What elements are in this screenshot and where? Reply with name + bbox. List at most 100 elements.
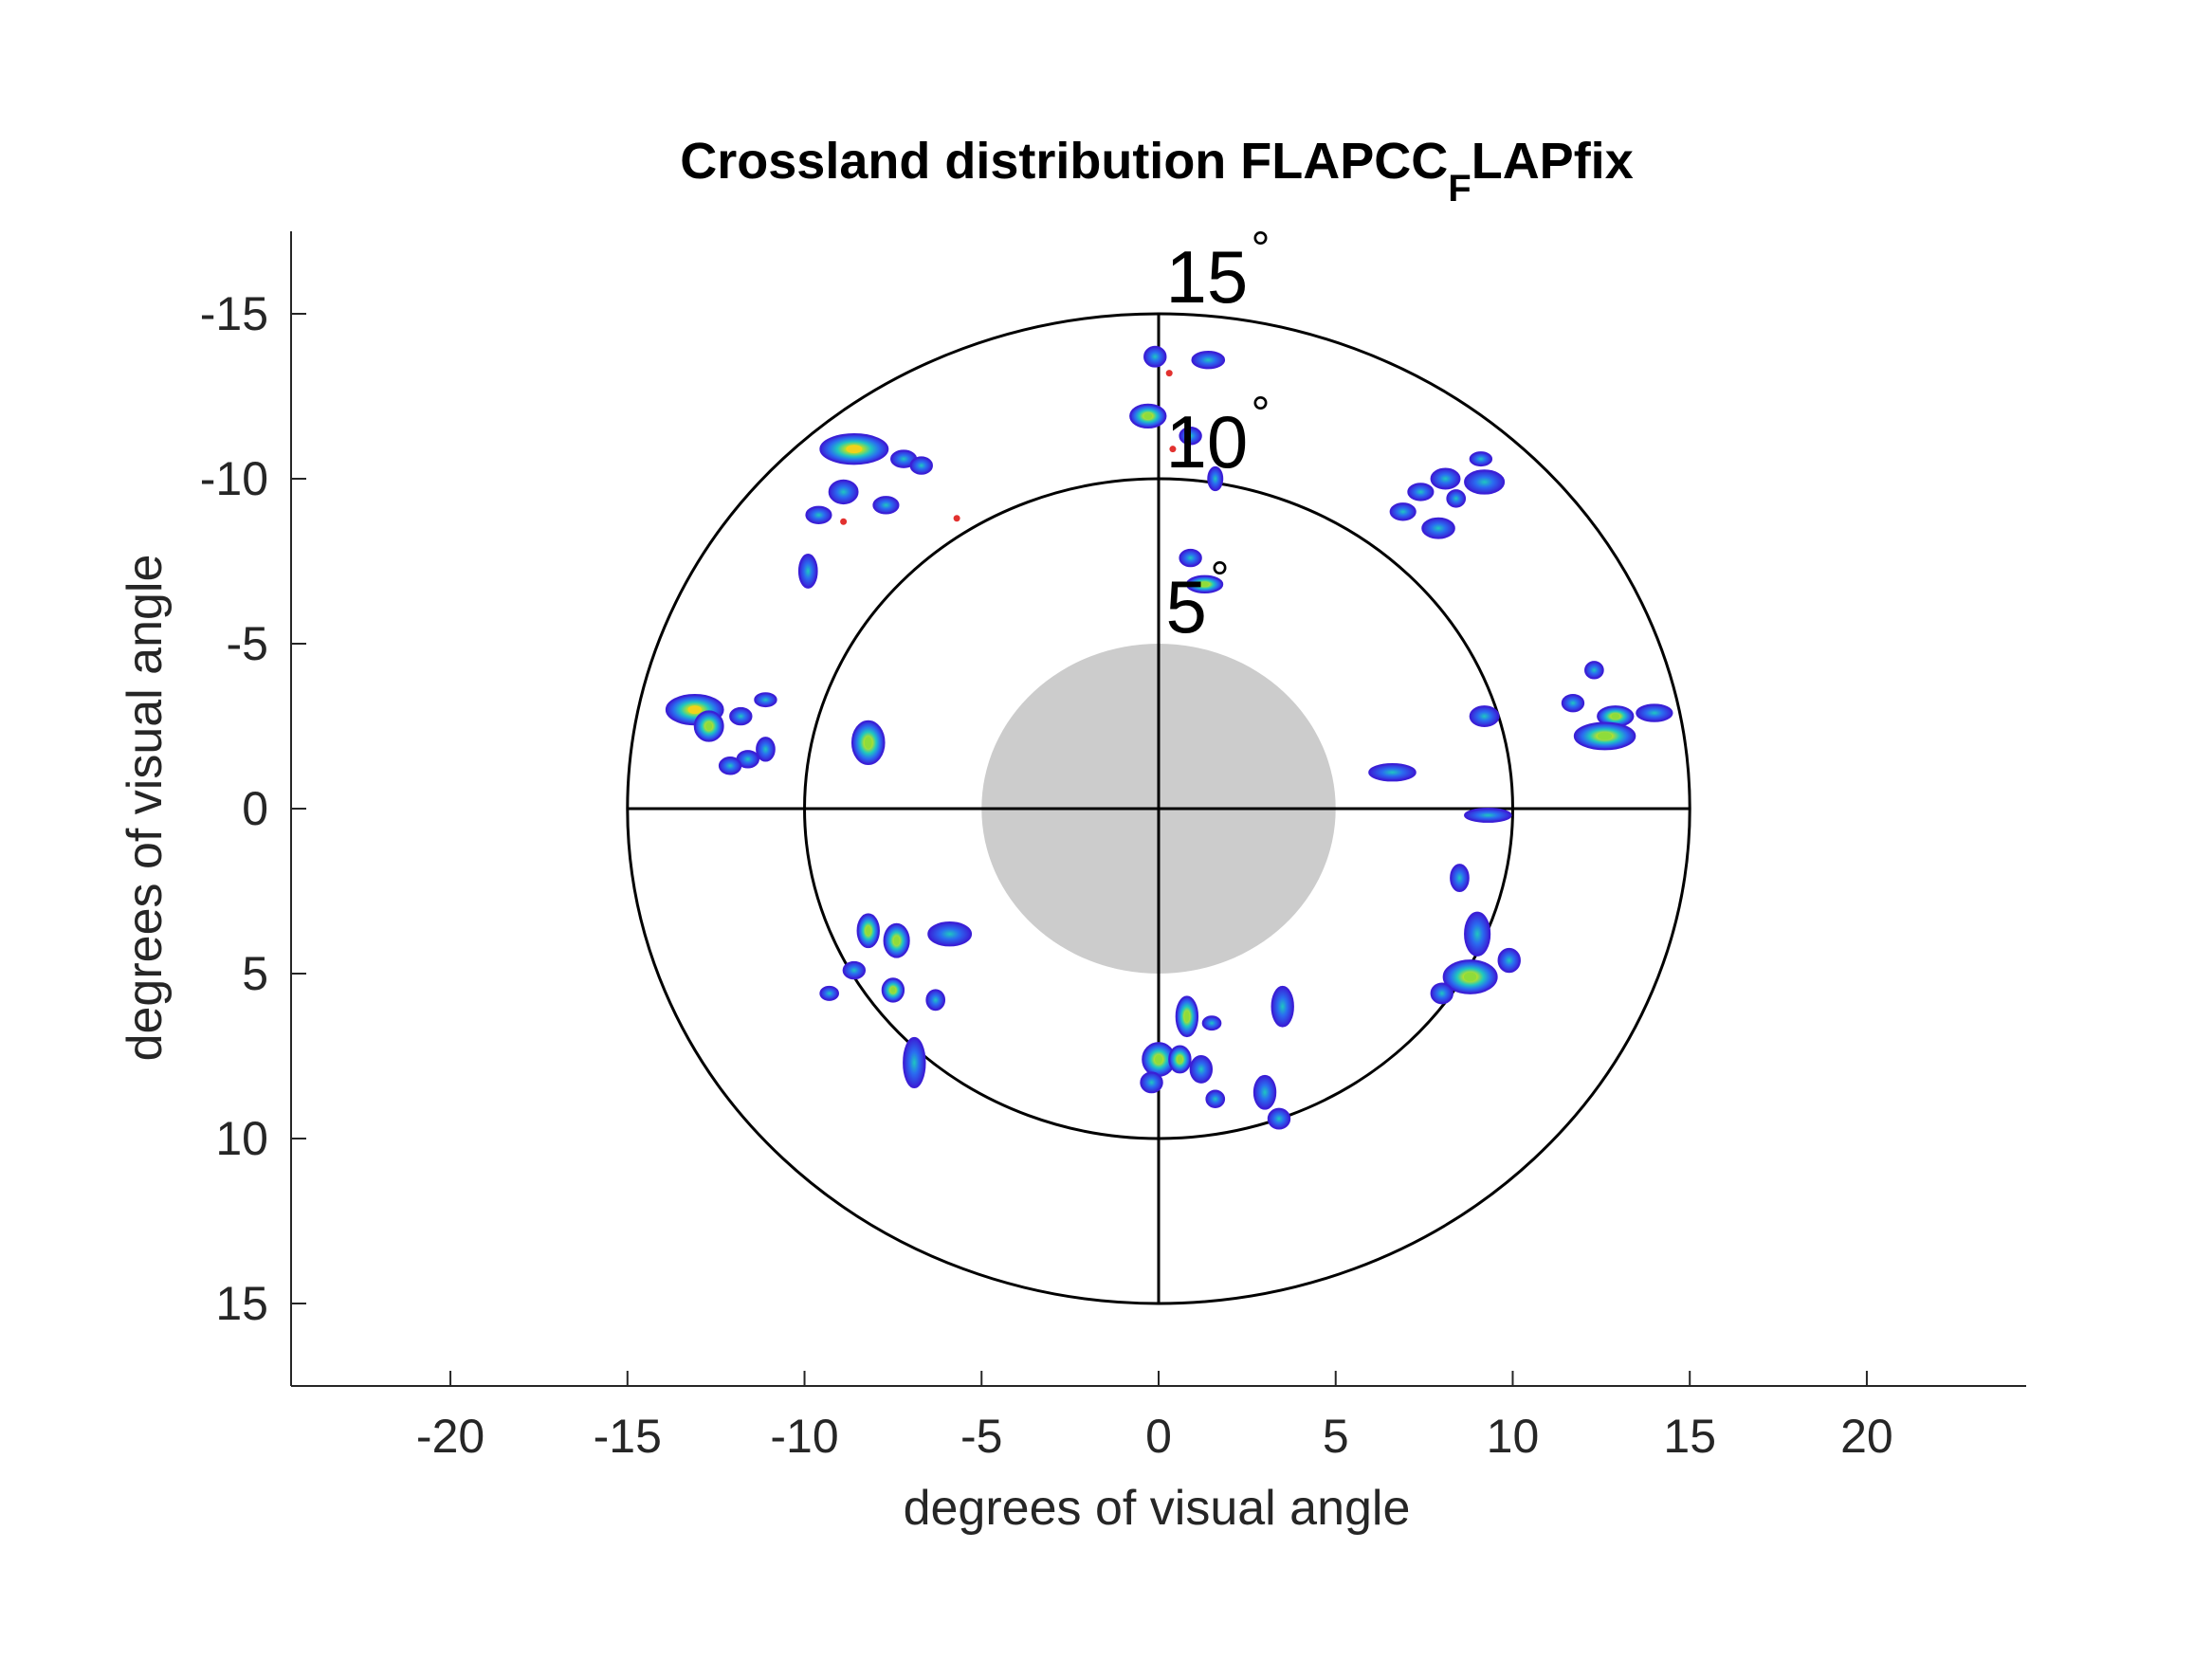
density-blob bbox=[756, 737, 776, 762]
density-blob bbox=[1175, 995, 1199, 1038]
density-blob-shape bbox=[1430, 467, 1461, 490]
ring-label-15: 15 bbox=[1165, 235, 1248, 319]
density-blob-peak bbox=[864, 737, 872, 749]
density-blob-shape bbox=[903, 1036, 926, 1089]
ring-label-5: 5 bbox=[1165, 565, 1206, 648]
y-tick-label: 10 bbox=[215, 1112, 268, 1165]
density-blob-shape bbox=[1271, 985, 1294, 1028]
density-blob bbox=[1597, 705, 1635, 727]
density-blob bbox=[1140, 1071, 1163, 1094]
density-blob-shape bbox=[1584, 661, 1604, 680]
density-blob-shape bbox=[1189, 1055, 1214, 1084]
y-tick-label: -10 bbox=[200, 452, 268, 505]
x-tick-label: -20 bbox=[416, 1410, 484, 1463]
density-blob bbox=[1179, 548, 1202, 568]
density-blob-shape bbox=[1179, 548, 1202, 568]
density-blob bbox=[1143, 345, 1167, 368]
density-blob-peak bbox=[866, 925, 871, 936]
x-tick-label: -15 bbox=[594, 1410, 662, 1463]
density-blob-peak bbox=[705, 721, 713, 731]
density-blob-shape bbox=[1636, 703, 1673, 722]
chart-title: Crossland distribution FLAPCCFLAPfix bbox=[680, 133, 1633, 210]
density-blob-shape bbox=[754, 692, 777, 708]
density-blob-shape bbox=[1469, 451, 1493, 467]
density-blob bbox=[1421, 517, 1455, 539]
density-blob bbox=[881, 977, 905, 1003]
density-blob bbox=[925, 989, 946, 1012]
density-blob bbox=[1636, 703, 1673, 722]
density-blob bbox=[927, 921, 973, 947]
density-blob bbox=[1168, 1045, 1192, 1074]
outlier-point bbox=[1165, 370, 1173, 377]
density-blob-shape bbox=[872, 496, 900, 515]
y-axis-label: degrees of visual angle bbox=[118, 555, 173, 1062]
density-blob bbox=[1207, 465, 1224, 492]
density-blob bbox=[1469, 451, 1493, 467]
density-blob bbox=[903, 1036, 926, 1089]
density-blob-shape bbox=[1464, 911, 1491, 957]
density-blob bbox=[1185, 574, 1224, 594]
outlier-point bbox=[1169, 446, 1177, 453]
density-blob bbox=[819, 985, 840, 1001]
density-blob bbox=[1584, 661, 1604, 680]
density-blob-shape bbox=[1561, 693, 1585, 713]
density-blob-peak bbox=[893, 936, 900, 946]
density-blob-shape bbox=[1469, 705, 1500, 727]
density-blob bbox=[1497, 947, 1521, 974]
density-blob-shape bbox=[1464, 808, 1512, 823]
density-blob-shape bbox=[927, 921, 973, 947]
density-blob-shape bbox=[729, 706, 753, 726]
density-blob bbox=[1271, 985, 1294, 1028]
density-blob-shape bbox=[909, 456, 933, 475]
x-tick-label: -5 bbox=[960, 1410, 1002, 1463]
density-blob-shape bbox=[1421, 517, 1455, 539]
x-tick-label: 5 bbox=[1323, 1410, 1349, 1463]
ring-degree-symbol-5: ° bbox=[1210, 552, 1229, 605]
ring-label-10: 10 bbox=[1165, 400, 1248, 483]
density-blob bbox=[1267, 1107, 1291, 1130]
density-blob bbox=[1430, 982, 1453, 1005]
density-blob bbox=[1464, 911, 1491, 957]
density-blob bbox=[1179, 427, 1202, 446]
density-blob-shape bbox=[1407, 483, 1435, 501]
density-blob-shape bbox=[1267, 1107, 1291, 1130]
density-blob-shape bbox=[1464, 469, 1506, 495]
density-blob bbox=[883, 922, 910, 958]
x-tick-label: 15 bbox=[1663, 1410, 1716, 1463]
density-blob-peak bbox=[1143, 412, 1153, 420]
density-blob-peak bbox=[1597, 732, 1613, 740]
x-tick-label: -10 bbox=[770, 1410, 838, 1463]
density-blob-shape bbox=[1430, 982, 1453, 1005]
density-blob bbox=[842, 960, 867, 980]
y-tick-label: -5 bbox=[227, 617, 268, 670]
density-blob bbox=[693, 710, 724, 742]
density-blob bbox=[1205, 1089, 1226, 1108]
density-blob bbox=[729, 706, 753, 726]
density-blob-shape bbox=[1497, 947, 1521, 974]
outlier-point bbox=[840, 518, 848, 525]
density-blob bbox=[1446, 489, 1467, 508]
density-blob bbox=[1389, 502, 1417, 521]
density-blob-shape bbox=[1143, 345, 1167, 368]
density-blob bbox=[1469, 705, 1500, 727]
density-blob-peak bbox=[1200, 581, 1210, 587]
density-blob bbox=[819, 433, 889, 465]
density-blob-shape bbox=[1446, 489, 1467, 508]
density-blob-shape bbox=[797, 554, 818, 589]
density-blob bbox=[1464, 808, 1512, 823]
density-blob-shape bbox=[1191, 351, 1226, 370]
density-blob-shape bbox=[1201, 1015, 1222, 1031]
y-tick-label: 5 bbox=[242, 947, 268, 1000]
density-blob-peak bbox=[1177, 1055, 1183, 1064]
density-blob-peak bbox=[890, 986, 896, 994]
density-blob-shape bbox=[819, 985, 840, 1001]
density-blob bbox=[1450, 864, 1470, 893]
density-blob-shape bbox=[1205, 1089, 1226, 1108]
x-tick-label: 0 bbox=[1145, 1410, 1172, 1463]
density-blob-shape bbox=[718, 757, 742, 775]
density-blob bbox=[754, 692, 777, 708]
density-blob bbox=[797, 554, 818, 589]
density-blob bbox=[1129, 403, 1167, 429]
outlier-point bbox=[953, 515, 960, 522]
